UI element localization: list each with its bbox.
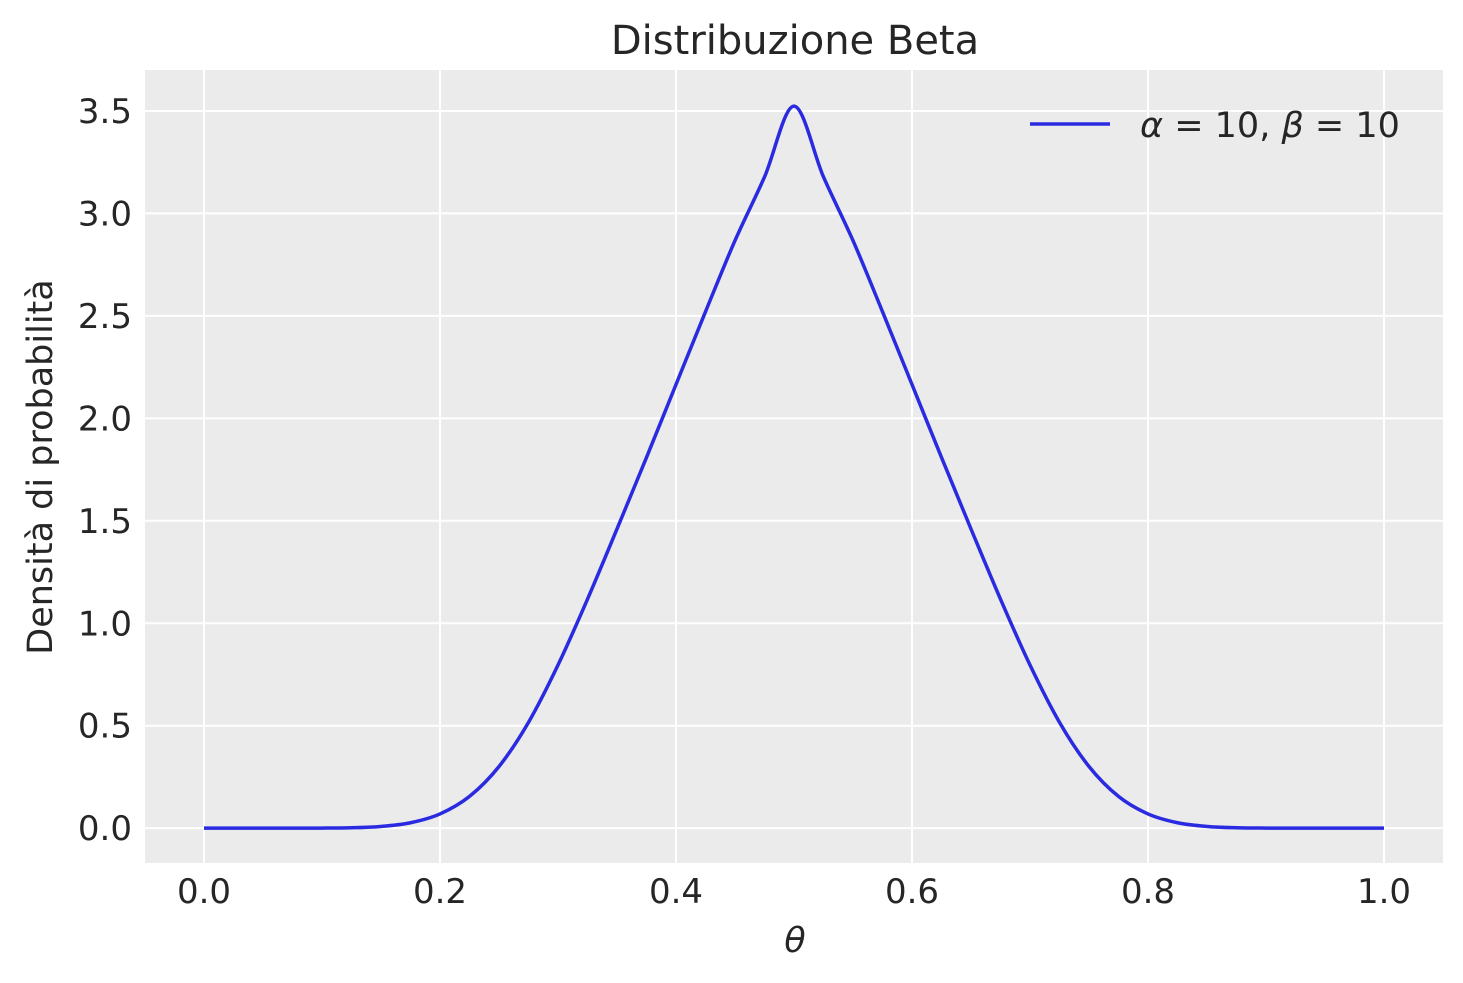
- y-tick-label: 1.0: [78, 604, 132, 644]
- y-tick-label: 3.5: [78, 92, 132, 132]
- legend: α = 10, β = 10: [1030, 106, 1400, 146]
- legend-beta-value: = 10: [1304, 106, 1400, 146]
- x-tick-label: 0.2: [413, 872, 467, 912]
- y-tick-label: 1.5: [78, 502, 132, 542]
- x-tick-label: 1.0: [1357, 872, 1411, 912]
- y-tick-label: 2.5: [78, 297, 132, 337]
- legend-alpha-value: = 10,: [1163, 106, 1281, 146]
- x-tick-label: 0.0: [177, 872, 231, 912]
- legend-beta-symbol: β: [1280, 106, 1303, 146]
- x-tick-label: 0.4: [649, 872, 703, 912]
- x-tick-label: 0.6: [885, 872, 939, 912]
- x-tick-label: 0.8: [1121, 872, 1175, 912]
- y-axis-label: Densità di probabilità: [21, 279, 61, 654]
- chart-title: Distribuzione Beta: [611, 18, 979, 64]
- y-grid: [145, 109, 1443, 830]
- series-layer: [204, 104, 1384, 830]
- series-line: [204, 104, 1384, 830]
- y-tick-label: 3.0: [78, 194, 132, 234]
- x-axis-label: θ: [784, 921, 805, 961]
- y-tick-labels: 0.0 0.5 1.0 1.5 2.0 2.5 3.0 3.5: [78, 92, 132, 849]
- y-tick-label: 0.5: [78, 707, 132, 747]
- x-tick-labels: 0.0 0.2 0.4 0.6 0.8 1.0: [177, 872, 1411, 912]
- x-grid: [203, 70, 1385, 863]
- y-tick-label: 0.0: [78, 809, 132, 849]
- legend-label: α = 10, β = 10: [1140, 106, 1400, 146]
- plot-area: [145, 70, 1443, 863]
- y-tick-label: 2.0: [78, 399, 132, 439]
- legend-alpha-symbol: α: [1140, 106, 1163, 146]
